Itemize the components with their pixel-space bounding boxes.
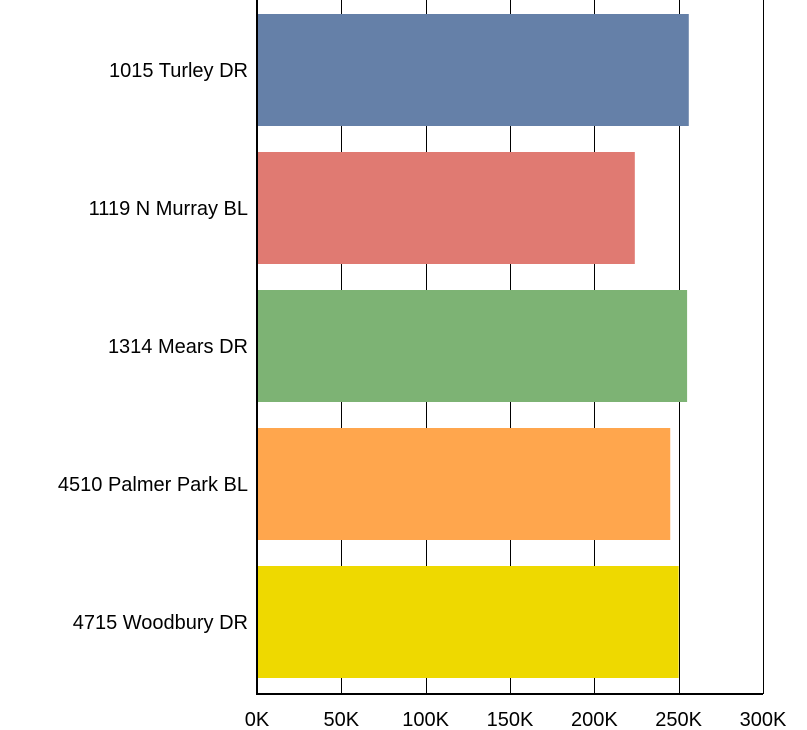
bar (257, 152, 635, 264)
x-tick-label: 300K (740, 709, 787, 730)
category-labels: 1015 Turley DR 1119 N Murray BL 1314 Mears… (58, 60, 248, 634)
category-label: 1015 Turley DR (109, 60, 248, 82)
bar (257, 428, 671, 540)
x-tick-label: 0K (245, 709, 270, 730)
category-label: 4510 Palmer Park BL (58, 474, 248, 496)
bar (257, 566, 679, 678)
x-tick-label: 200K (571, 709, 618, 730)
x-tick-label: 150K (487, 709, 534, 730)
axes (256, 0, 763, 695)
bar (257, 290, 688, 402)
category-label: 1119 N Murray BL (89, 198, 248, 220)
category-label: 1314 Mears DR (108, 336, 248, 358)
x-tick-label: 250K (655, 709, 702, 730)
x-tick-label: 100K (402, 709, 449, 730)
x-tick-label: 50K (324, 709, 360, 730)
category-label: 4715 Woodbury DR (73, 612, 248, 634)
bars (257, 14, 689, 678)
x-tick-labels: 0K 50K 100K 150K 200K 250K 300K (245, 709, 787, 730)
bar (257, 14, 689, 126)
